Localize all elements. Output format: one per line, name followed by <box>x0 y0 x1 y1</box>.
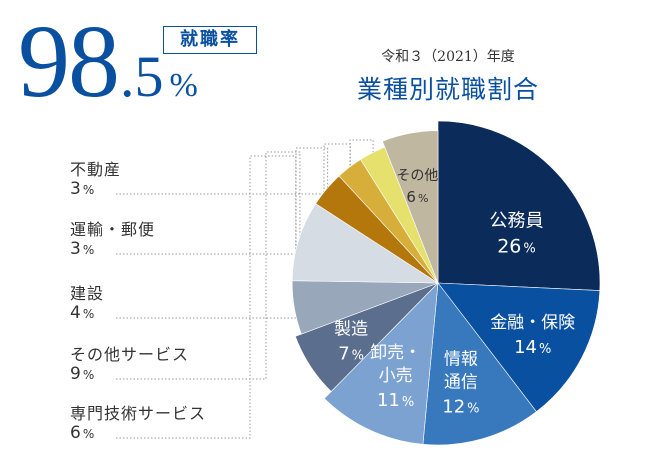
legend-value-unit: % <box>82 368 95 383</box>
rate-unit: % <box>169 67 198 104</box>
legend-item: 専門技術サービス 6% <box>70 404 206 444</box>
pie-slice-10 <box>382 130 439 284</box>
pie-slice-6 <box>291 203 440 284</box>
slice-label-2: 通信 <box>444 373 478 393</box>
employment-rate-label: 就職率 <box>163 26 257 54</box>
leader-line <box>116 139 374 195</box>
legend-label: 専門技術サービス <box>70 404 207 423</box>
slice-value-4: 7% <box>338 344 364 365</box>
chart-title: 業種別就職割合 <box>356 75 539 104</box>
legend-value: 3% <box>70 179 121 199</box>
legend-item: 不動産 3% <box>70 160 121 200</box>
legend-value: 9% <box>70 364 189 384</box>
slice-label-3: 卸売・ <box>370 343 421 363</box>
pie-slice-0 <box>437 120 601 291</box>
legend-value-unit: % <box>82 427 95 442</box>
pie-slice-1 <box>437 282 601 413</box>
legend-value: 6% <box>70 423 206 443</box>
slice-value-1: 14% <box>514 337 551 358</box>
legend-item: 運輸・郵便 3% <box>70 220 155 260</box>
slice-label-3: 小売 <box>379 366 413 386</box>
slice-value-2: 12% <box>442 397 479 418</box>
pie-slice-3 <box>323 282 439 445</box>
legend-value-number: 9 <box>70 364 81 385</box>
legend-value-unit: % <box>82 307 95 322</box>
leader-line <box>116 155 297 439</box>
legend-value-unit: % <box>82 183 95 198</box>
leader-line <box>116 147 329 319</box>
slice-value-0: 26% <box>497 236 536 258</box>
slice-label-0: 公務員 <box>490 211 544 232</box>
legend-label: 不動産 <box>70 160 122 179</box>
legend-value-number: 4 <box>70 303 81 324</box>
legend-value: 3% <box>70 239 155 259</box>
rate-decimal: .5 <box>120 44 164 109</box>
legend-value-number: 6 <box>70 423 81 444</box>
rate-integer: 98 <box>18 4 120 119</box>
pie-slice-4 <box>294 282 439 392</box>
slice-label-1: 金融・保険 <box>490 313 575 333</box>
legend-value-number: 3 <box>70 239 81 260</box>
slice-value-3: 11% <box>377 390 414 411</box>
slice-value-10: 6% <box>406 188 428 206</box>
legend-value-number: 3 <box>70 179 81 200</box>
legend-label: 運輸・郵便 <box>70 220 156 239</box>
legend-label: その他サービス <box>70 345 190 364</box>
pie-slice-2 <box>422 282 537 446</box>
employment-rate-value: 98.5% <box>18 10 198 114</box>
chart-subtitle: 令和３（2021）年度 <box>381 49 515 65</box>
legend-value-unit: % <box>82 243 95 258</box>
pie-slices <box>291 120 601 446</box>
legend-label: 建設 <box>70 284 105 303</box>
slice-label-10: その他 <box>396 168 438 184</box>
legend-value: 4% <box>70 303 104 323</box>
slice-label-2: 情報 <box>444 350 478 370</box>
legend-item: その他サービス 9% <box>70 345 189 385</box>
legend-leaders <box>116 139 374 439</box>
legend-item: 建設 4% <box>70 284 104 324</box>
slice-label-4: 製造 <box>334 320 368 340</box>
